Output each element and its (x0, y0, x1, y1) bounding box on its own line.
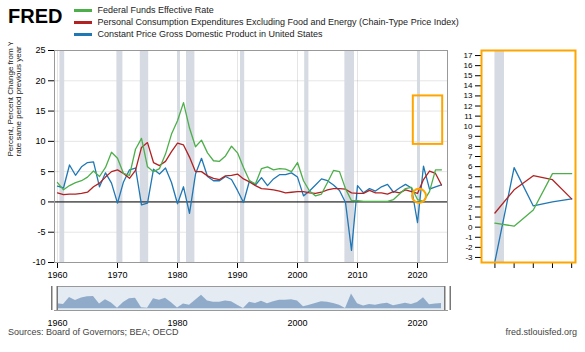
svg-text:5: 5 (40, 167, 45, 177)
svg-text:1: 1 (468, 213, 473, 222)
svg-text:10: 10 (35, 136, 45, 146)
svg-text:1960: 1960 (47, 318, 67, 326)
svg-text:2000: 2000 (287, 270, 307, 280)
html-text:FRED: FRED (8, 5, 63, 27)
svg-text:-5: -5 (37, 227, 45, 237)
svg-text:12: 12 (464, 102, 473, 111)
html-text:Constant Price Gross Domestic: Constant Price Gross Domestic Product in… (97, 29, 323, 39)
svg-text:2020: 2020 (407, 270, 427, 280)
svg-text:10: 10 (464, 122, 473, 131)
svg-text:2: 2 (468, 203, 473, 212)
svg-text:-3: -3 (465, 253, 473, 262)
svg-text:1990: 1990 (227, 270, 247, 280)
svg-text:1970: 1970 (107, 270, 127, 280)
svg-text:5: 5 (468, 172, 473, 181)
svg-text:6: 6 (468, 162, 473, 171)
svg-text:15: 15 (35, 106, 45, 116)
svg-text:8: 8 (468, 142, 473, 151)
svg-text:2000: 2000 (287, 318, 307, 326)
svg-text:1980: 1980 (167, 270, 187, 280)
html-text:Federal Funds Effective Rate: Federal Funds Effective Rate (97, 5, 214, 15)
svg-text:13: 13 (464, 91, 473, 100)
svg-text:-1: -1 (465, 233, 473, 242)
svg-text:11: 11 (464, 112, 473, 121)
svg-text:15: 15 (464, 71, 473, 80)
svg-text:25: 25 (35, 45, 45, 55)
svg-text:1960: 1960 (47, 270, 67, 280)
svg-text:9: 9 (468, 132, 473, 141)
svg-text:3: 3 (468, 192, 473, 201)
html-text:Personal Consumption Expenditu: Personal Consumption Expenditures Exclud… (97, 17, 459, 27)
svg-text:0: 0 (468, 223, 473, 232)
svg-text:17: 17 (464, 51, 473, 60)
svg-text:16: 16 (464, 61, 473, 70)
svg-text:2020: 2020 (407, 318, 427, 326)
svg-text:7: 7 (468, 152, 473, 161)
svg-text:1980: 1980 (167, 318, 187, 326)
svg-text:0: 0 (40, 197, 45, 207)
svg-text:4: 4 (468, 182, 473, 191)
svg-text:2010: 2010 (347, 270, 367, 280)
svg-text:14: 14 (464, 81, 473, 90)
svg-text:-10: -10 (32, 257, 45, 267)
html-text:fred.stlouisfed.org: fred.stlouisfed.org (505, 327, 577, 337)
html-text:Sources: Board of Governors; B: Sources: Board of Governors; BEA; OECD (8, 327, 179, 337)
svg-text:20: 20 (35, 76, 45, 86)
svg-text:-2: -2 (465, 243, 473, 252)
svg-text:Percent, Percent Change from Y: Percent, Percent Change from Year Ago , … (6, 42, 23, 157)
